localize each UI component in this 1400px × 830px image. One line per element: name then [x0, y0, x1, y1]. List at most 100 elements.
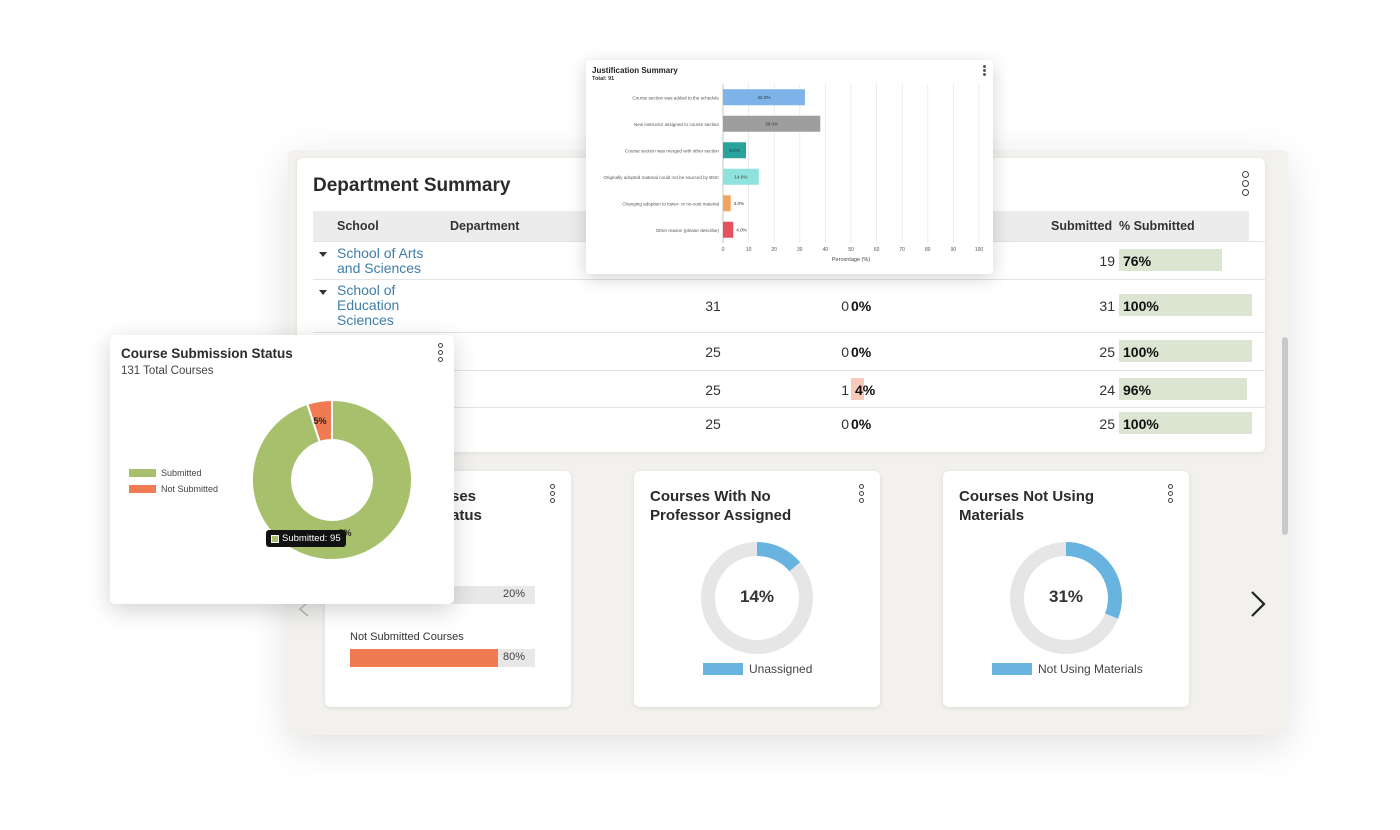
no-professor-title: Courses With No Professor Assigned [650, 488, 792, 524]
pct-submitted-bar [1119, 249, 1222, 271]
vertical-scrollbar[interactable] [1282, 337, 1288, 535]
pct-submitted-bar [1119, 340, 1252, 362]
mini-card-title: ses atus [451, 488, 482, 524]
justification-total: Total: 91 [592, 76, 615, 82]
course-count: 31 [705, 298, 721, 314]
school-link[interactable]: School of Arts and Sciences [337, 245, 424, 276]
category-label: New instructor assigned to course sectio… [634, 122, 719, 127]
bar-data-label: 14.0% [734, 175, 747, 180]
x-tick-label: 90 [951, 247, 957, 253]
not-submitted-count: 0 [841, 416, 849, 432]
tooltip-swatch [271, 534, 279, 543]
not-submitted-progress-track: 80% [350, 649, 535, 667]
not-submitted-pct: 0% [851, 344, 872, 360]
bar-data-label: 3.0% [734, 201, 744, 206]
x-tick-label: 0 [722, 247, 725, 253]
not-submitted-progress-fill [350, 649, 498, 667]
bar-data-label: 9.0% [729, 148, 739, 153]
legend-label: Not Using Materials [1038, 662, 1143, 676]
not-submitted-label: Not Submitted Courses [350, 631, 464, 643]
expand-caret-icon[interactable] [319, 290, 327, 295]
pct-submitted-value: 100% [1123, 298, 1159, 314]
expand-caret-icon[interactable] [319, 252, 327, 257]
school-link[interactable]: School of Education Sciences [337, 282, 400, 328]
category-label: Changing adoption to lower- or no-cost m… [622, 201, 719, 206]
table-row[interactable]: 25 0 0% 25 100% [313, 407, 1265, 437]
legend-swatch [703, 663, 743, 675]
bar-data-label: 38.0% [765, 122, 778, 127]
not-submitted-bar [851, 378, 864, 400]
not-using-materials-donut [1010, 542, 1122, 654]
legend-item-submitted[interactable]: Submitted [129, 468, 202, 478]
no-professor-legend: Unassigned [703, 662, 812, 676]
justification-bar[interactable] [723, 221, 734, 238]
submitted-progress-pct: 20% [502, 588, 525, 600]
not-submitted-pct: 4% [855, 382, 876, 398]
not-using-materials-center-value: 31% [1048, 587, 1084, 606]
course-count: 25 [705, 344, 721, 360]
legend-label: Unassigned [749, 662, 813, 676]
justification-bar[interactable] [723, 195, 731, 212]
pct-submitted-bar [1119, 294, 1252, 316]
x-tick-label: 30 [797, 247, 803, 253]
legend-swatch [129, 485, 156, 493]
x-tick-label: 10 [746, 247, 752, 253]
not-using-materials-legend: Not Using Materials [992, 662, 1143, 676]
not-using-materials-card: Courses Not Using Materials 31% Not Usin… [943, 471, 1189, 707]
category-label: Originally adopted material could not be… [603, 175, 719, 180]
not-using-materials-title: Courses Not Using Materials [959, 488, 1095, 524]
submitted-count: 25 [1099, 344, 1115, 360]
card-menu-icon[interactable] [550, 484, 555, 503]
no-professor-center-value: 14% [739, 587, 775, 606]
category-label: Other reason (please describe) [656, 228, 720, 233]
x-tick-label: 100 [975, 247, 984, 253]
card-menu-icon[interactable] [1168, 484, 1173, 503]
submitted-count: 24 [1099, 382, 1115, 398]
course-submission-status-card: Course Submission Status 131 Total Cours… [110, 335, 454, 604]
justification-bar[interactable] [723, 142, 747, 159]
x-tick-label: 80 [925, 247, 931, 253]
school-column-header[interactable]: School [337, 219, 379, 233]
pct-submitted-column-header[interactable]: % Submitted [1119, 219, 1195, 233]
submitted-count: 31 [1099, 298, 1115, 314]
department-column-header[interactable]: Department [450, 219, 520, 233]
next-arrow-icon[interactable] [1246, 590, 1270, 618]
submitted-column-header[interactable]: Submitted [1051, 219, 1113, 233]
justification-bar[interactable] [723, 168, 759, 185]
bar-data-label: 32.0% [757, 95, 770, 100]
pct-submitted-value: 100% [1123, 344, 1159, 360]
chart-tooltip: Submitted: 95 [266, 530, 346, 547]
course-submission-subtitle: 131 Total Courses [121, 365, 214, 377]
tooltip-text: Submitted: 95 [282, 533, 341, 544]
not-submitted-progress-pct: 80% [502, 651, 525, 663]
not-submitted-count: 0 [841, 344, 849, 360]
donut-value-arc[interactable] [1066, 542, 1122, 619]
justification-summary-card: Justification Summary Total: 91 0 10 20 30 4… [586, 60, 993, 274]
course-count: 25 [705, 382, 721, 398]
submitted-count: 19 [1099, 253, 1115, 269]
not-submitted-count: 1 [841, 382, 849, 398]
legend-label: Submitted [161, 468, 202, 478]
prev-arrow-icon[interactable] [296, 600, 312, 618]
table-row[interactable]: 25 1 4% 24 96% [313, 370, 1265, 407]
legend-swatch [992, 663, 1032, 675]
donut-slice-submitted[interactable] [251, 399, 413, 561]
legend-item-not-submitted[interactable]: Not Submitted [129, 484, 218, 494]
justification-title: Justification Summary [592, 66, 678, 75]
justification-bar[interactable] [723, 89, 805, 106]
x-tick-label: 50 [848, 247, 854, 253]
donut-value-arc[interactable] [757, 542, 801, 572]
card-menu-icon[interactable] [859, 484, 864, 503]
pct-submitted-value: 96% [1123, 382, 1152, 398]
course-submission-menu-icon[interactable] [438, 343, 443, 362]
legend-swatch [129, 469, 156, 477]
x-tick-label: 20 [771, 247, 777, 253]
table-row[interactable]: School of Education Sciences 31 0 0% 31 … [313, 279, 1265, 332]
table-row[interactable]: 25 0 0% 25 100% [313, 332, 1265, 370]
justification-menu-icon[interactable] [983, 65, 986, 76]
department-summary-menu-icon[interactable] [1242, 171, 1249, 196]
justification-bar[interactable] [723, 115, 821, 132]
pct-submitted-value: 100% [1123, 416, 1159, 432]
submitted-count: 25 [1099, 416, 1115, 432]
